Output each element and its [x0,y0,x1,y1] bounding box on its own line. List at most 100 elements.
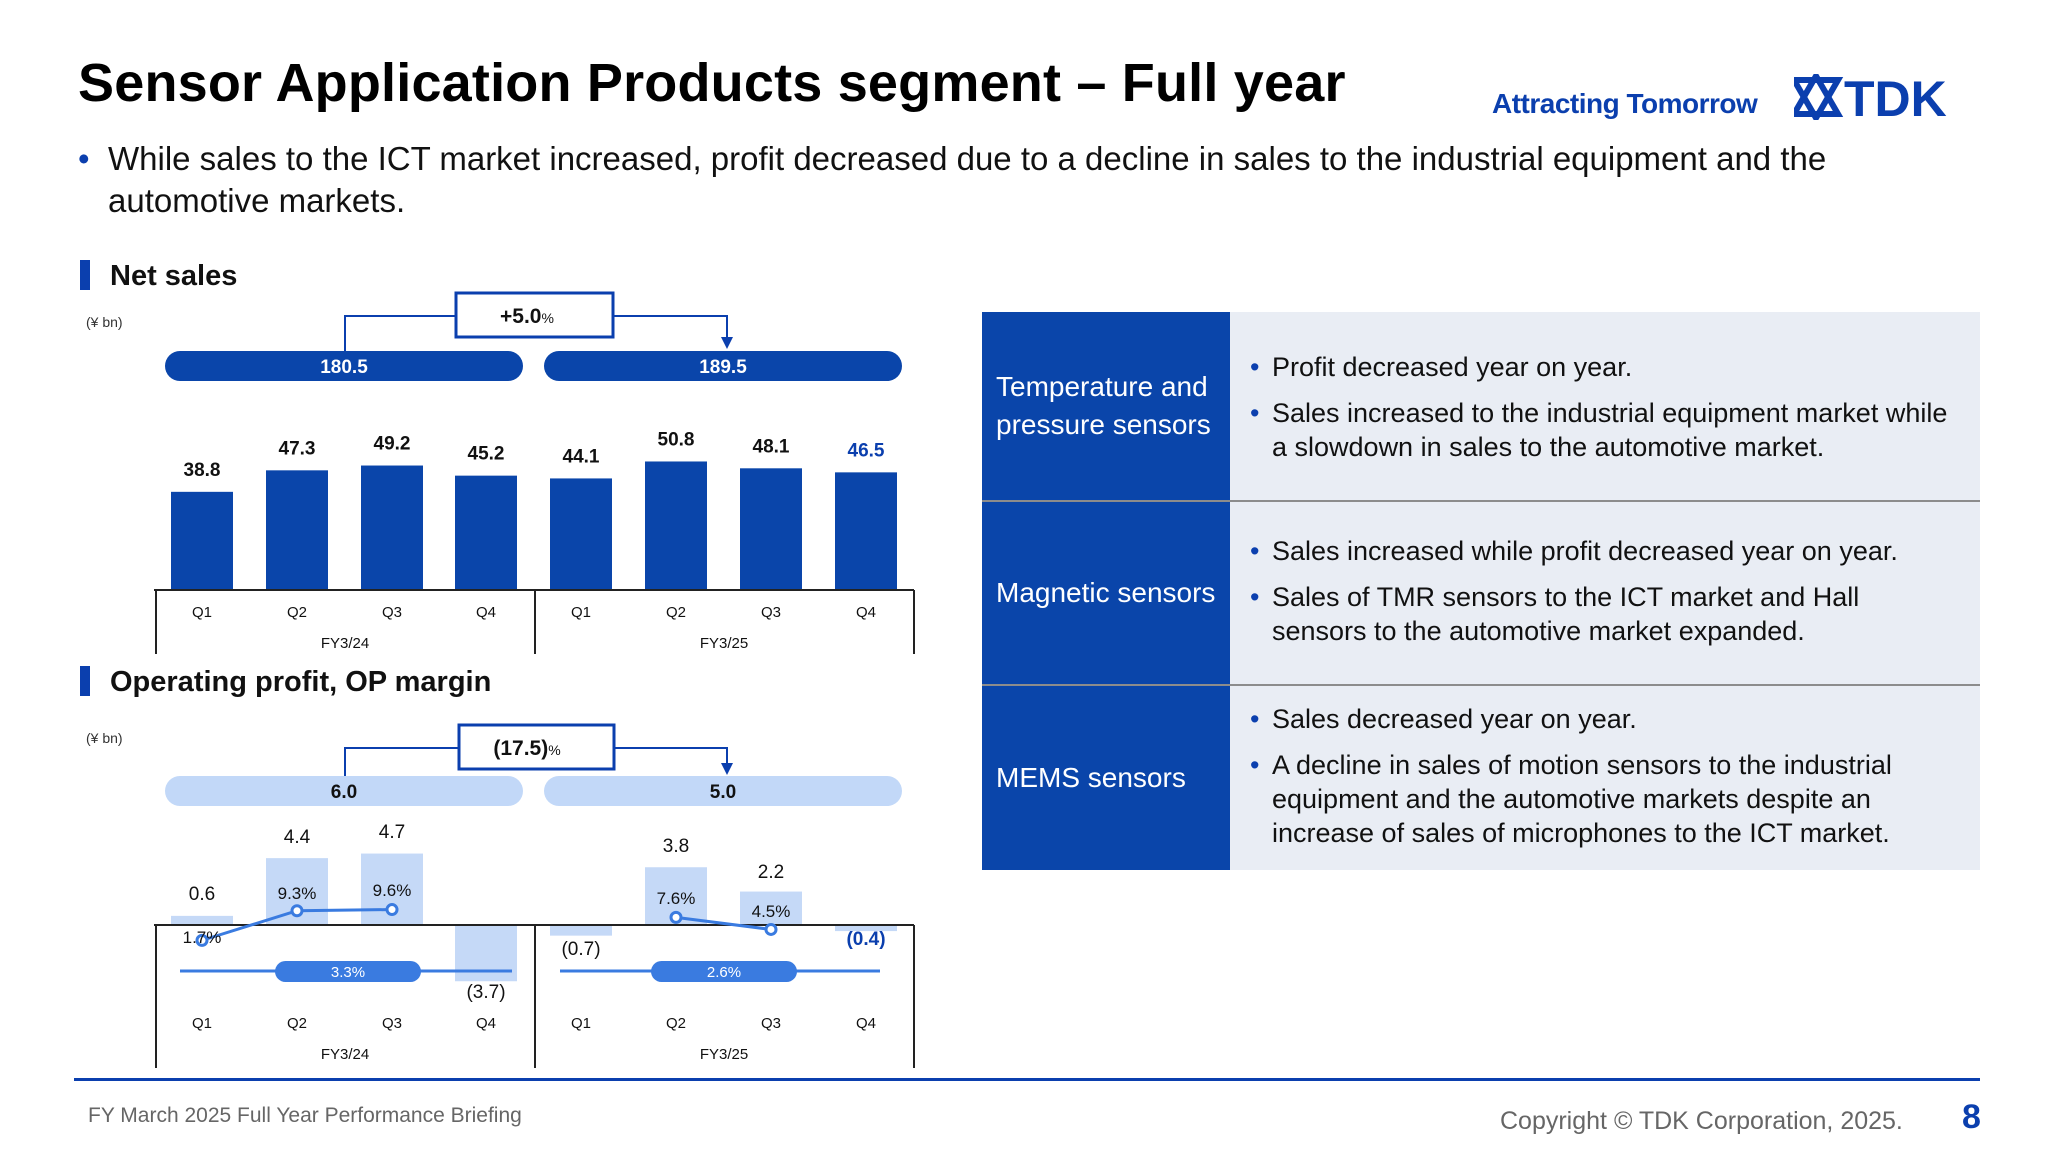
operating-unit: (¥ bn) [86,730,123,746]
net-sales-tick-label: Q4 [476,604,496,621]
change-arrow-icon [721,337,733,349]
net-sales-bar [550,478,612,590]
op-margin-point [290,904,304,918]
op-tick-label: Q2 [287,1015,307,1032]
change-arrow-icon [721,763,733,775]
op-group-label: FY3/25 [700,1046,748,1063]
change-connector [614,315,728,340]
net-sales-tick-label: Q2 [666,604,686,621]
segment-name: MEMS sensors [982,686,1230,870]
change-connector [344,315,455,351]
table-row-separator [982,684,1980,686]
net-sales-group-label: FY3/24 [321,635,369,652]
table-row: MEMS sensorsSales decreased year on year… [982,686,1980,870]
segment-details: Sales increased while profit decreased y… [1230,502,1980,684]
op-total-pill [544,776,902,806]
op-data-label: 0.6 [189,884,215,905]
op-bar [740,891,802,925]
op-margin-label: 9.3% [278,884,317,903]
net-sales-data-label: 38.8 [184,460,221,481]
op-tick-label: Q1 [192,1015,212,1032]
op-tick-label: Q4 [856,1015,876,1032]
net-sales-heading-text: Net sales [110,260,238,292]
op-data-label: 4.7 [379,822,405,843]
net-sales-bar [361,465,423,590]
charts-canvas: 38.8 47.3 49.2 45.2 44.1 50.8 48.1 46.5 Q1 Q2 Q3 Q4… [154,291,915,1068]
net-sales-tick-label: Q1 [571,604,591,621]
segment-point: Sales decreased year on year. [1250,702,1960,736]
op-total-label: 5.0 [710,782,736,803]
op-margin-label: 9.6% [373,881,412,900]
op-margin-point [764,922,778,936]
net-sales-data-label: 44.1 [563,446,600,467]
segment-name: Magnetic sensors [982,502,1230,684]
segment-name: Temperature and pressure sensors [982,312,1230,500]
op-tick-label: Q2 [666,1015,686,1032]
net-sales-bar [835,472,897,590]
op-data-label: 4.4 [284,827,311,848]
segment-point: A decline in sales of motion sensors to … [1250,748,1960,850]
footer-briefing: FY March 2025 Full Year Performance Brie… [88,1104,522,1127]
op-data-label: (3.7) [466,982,505,1003]
op-margin-line [675,915,772,931]
net-sales-tick-label: Q3 [382,604,402,621]
segment-details: Sales decreased year on year. A decline i… [1230,686,1980,870]
op-change-label: (17.5)% [493,737,560,760]
op-group-label: FY3/24 [321,1046,369,1063]
op-margin-point [385,903,399,917]
net-sales-bar [266,470,328,590]
net-sales-tick-label: Q2 [287,604,307,621]
segment-point: Sales increased to the industrial equipm… [1250,396,1960,464]
heading-marker [80,260,90,290]
operating-heading: Operating profit, OP margin [80,666,492,699]
logo-text: TDK [1844,74,1947,120]
op-tick-label: Q4 [476,1015,496,1032]
op-margin-label: 1.7% [183,928,222,947]
op-tick-label: Q3 [761,1015,781,1032]
op-data-label: (0.7) [561,939,600,960]
net-sales-tick-label: Q1 [192,604,212,621]
segment-table: Temperature and pressure sensorsProfit d… [982,312,1980,870]
bullet-dot: • [78,140,90,177]
footer-divider [74,1078,1980,1081]
net-sales-total-pill [165,351,523,381]
op-total-label: 6.0 [331,782,357,803]
net-sales-data-label: 49.2 [374,434,411,455]
operating-heading-text: Operating profit, OP margin [110,666,492,698]
op-margin-point [195,933,209,947]
page-title: Sensor Application Products segment – Fu… [78,53,1346,113]
change-connector [614,747,728,765]
net-sales-bar [171,491,233,590]
net-sales-total-label: 180.5 [320,357,368,378]
segment-point: Sales increased while profit decreased y… [1250,534,1960,568]
table-row: Magnetic sensors Sales increased while pr… [982,502,1980,684]
net-sales-data-label: 46.5 [848,440,885,461]
heading-marker [80,666,90,696]
op-tick-label: Q1 [571,1015,591,1032]
change-box [457,723,616,771]
op-margin-label: 7.6% [657,889,696,908]
net-sales-total-label: 189.5 [699,357,747,378]
op-bar [835,925,897,932]
change-box [454,291,615,339]
net-sales-change-label: +5.0% [500,305,554,328]
net-sales-bar [740,468,802,590]
op-data-label: 3.8 [663,836,689,857]
net-sales-data-label: 47.3 [279,438,316,459]
summary-text: While sales to the ICT market increased,… [108,140,1827,219]
segment-point: Profit decreased year on year. [1250,350,1960,384]
net-sales-tick-label: Q3 [761,604,781,621]
op-data-label: (0.4) [846,929,885,950]
footer-copyright: Copyright © TDK Corporation, 2025. [1500,1107,1903,1135]
segment-details: Profit decreased year on year. Sales incr… [1230,312,1980,500]
op-margin-label: 4.5% [752,902,791,921]
net-sales-unit: (¥ bn) [86,314,123,330]
annual-margin-pill [275,961,421,982]
page-number: 8 [1962,1098,1981,1136]
net-sales-data-label: 45.2 [468,444,505,465]
op-data-label: 2.2 [758,862,784,883]
net-sales-heading: Net sales [80,260,238,293]
net-sales-total-pill [544,351,902,381]
annual-margin-pill [651,961,797,982]
tdk-logo: TDK [1794,74,1947,120]
